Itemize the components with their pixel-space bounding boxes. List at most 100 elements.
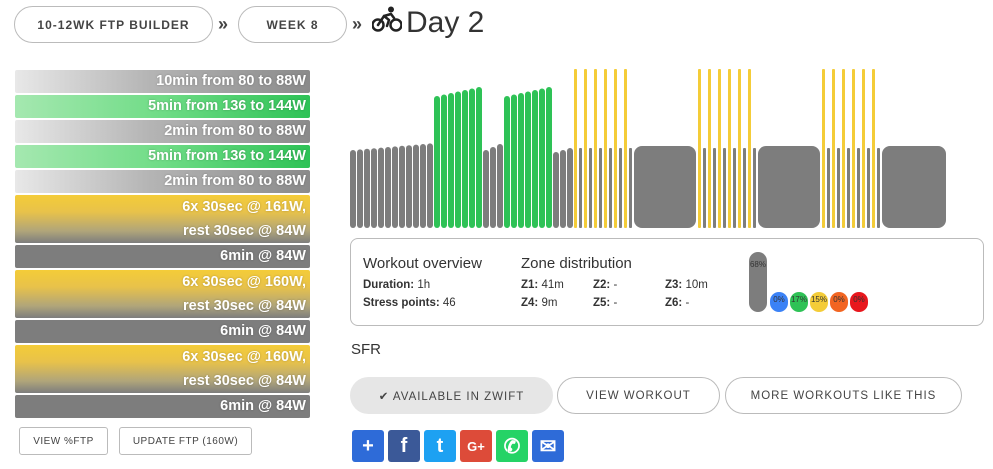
workout-interval-bar xyxy=(392,146,398,228)
google-plus-icon[interactable]: G+ xyxy=(460,430,492,462)
zone-bar-label: 68% xyxy=(750,260,766,269)
zone-z1-label: Z1: xyxy=(521,279,539,291)
workout-interval-bar xyxy=(350,150,356,228)
workout-interval-bar xyxy=(511,94,517,228)
workout-interval-bar xyxy=(738,69,741,228)
zone-bar xyxy=(850,292,868,312)
breadcrumb-plan[interactable]: 10-12WK FTP BUILDER xyxy=(14,6,213,43)
workout-step: 6x 30sec @ 161W, rest 30sec @ 84W xyxy=(15,195,310,243)
workout-interval-bar xyxy=(434,96,440,228)
zone-bar-label: 17% xyxy=(791,295,807,304)
workout-interval-bar xyxy=(708,69,711,228)
zone-bar xyxy=(770,292,788,312)
zone-z6: Z6: - xyxy=(665,297,689,309)
workout-interval-bar xyxy=(539,88,545,228)
addthis-icon[interactable]: + xyxy=(352,430,384,462)
workout-step: 6x 30sec @ 160W, rest 30sec @ 84W xyxy=(15,270,310,318)
workout-interval-bar xyxy=(378,147,384,228)
workout-interval-bar xyxy=(560,150,566,228)
zone-z3-label: Z3: xyxy=(665,279,683,291)
workout-interval-bar xyxy=(427,143,433,228)
more-workouts-button[interactable]: MORE WORKOUTS LIKE THIS xyxy=(725,377,962,414)
zone-bar xyxy=(830,292,848,312)
workout-interval-bar xyxy=(469,88,475,228)
workout-interval-bar xyxy=(553,152,559,228)
workout-interval-bar xyxy=(364,148,370,228)
workout-interval-bar xyxy=(832,69,835,228)
available-in-zwift-button[interactable]: ✔ AVAILABLE IN ZWIFT xyxy=(350,377,553,414)
workout-interval-bar xyxy=(743,148,746,228)
stress-row: Stress points: 46 xyxy=(363,297,456,309)
duration-label: Duration: xyxy=(363,279,415,291)
workout-interval-bar xyxy=(713,148,716,228)
duration-row: Duration: 1h xyxy=(363,279,430,291)
zone-distribution-heading: Zone distribution xyxy=(521,255,632,272)
workout-interval-bar xyxy=(406,145,412,228)
workout-name: SFR xyxy=(351,341,381,358)
workout-step: 2min from 80 to 88W xyxy=(15,170,310,193)
workout-interval-bar xyxy=(490,147,496,228)
workout-interval-bar xyxy=(867,148,870,228)
update-ftp-button[interactable]: UPDATE FTP (160W) xyxy=(119,427,252,455)
zone-z5: Z5: - xyxy=(593,297,617,309)
zone-z4-value: 9m xyxy=(541,297,558,309)
workout-step: 6min @ 84W xyxy=(15,395,310,418)
workout-interval-bar xyxy=(420,144,426,228)
workout-interval-bar xyxy=(609,148,612,228)
workout-step: 5min from 136 to 144W xyxy=(15,95,310,118)
workout-interval-bar xyxy=(852,69,855,228)
facebook-icon[interactable]: f xyxy=(388,430,420,462)
workout-step: 6x 30sec @ 160W, rest 30sec @ 84W xyxy=(15,345,310,393)
breadcrumb-separator: » xyxy=(352,14,363,34)
workout-interval-bar xyxy=(599,148,602,228)
workout-step-line: rest 30sec @ 84W xyxy=(183,298,306,314)
twitter-icon[interactable]: t xyxy=(424,430,456,462)
workout-interval-bar xyxy=(758,146,820,228)
workout-overview-heading: Workout overview xyxy=(363,255,482,272)
page-title: Day 2 xyxy=(371,6,484,40)
workout-interval-bar xyxy=(441,94,447,228)
zone-z5-label: Z5: xyxy=(593,297,611,309)
workout-interval-bar xyxy=(518,93,524,228)
workout-step: 2min from 80 to 88W xyxy=(15,120,310,143)
workout-interval-bar xyxy=(525,91,531,228)
zone-z3: Z3: 10m xyxy=(665,279,708,291)
workout-interval-bar xyxy=(614,69,617,228)
workout-interval-bar xyxy=(546,87,552,228)
zone-z4-label: Z4: xyxy=(521,297,539,309)
workout-interval-bar xyxy=(497,144,503,228)
workout-interval-bar xyxy=(462,90,468,228)
workout-overview-panel xyxy=(350,238,984,326)
stress-label: Stress points: xyxy=(363,297,440,309)
duration-value: 1h xyxy=(417,279,431,291)
zone-bar xyxy=(790,292,808,312)
view-workout-button[interactable]: VIEW WORKOUT xyxy=(557,377,720,414)
zone-bar-label: 0% xyxy=(773,295,785,304)
workout-step: 10min from 80 to 88W xyxy=(15,70,310,93)
workout-interval-bar xyxy=(567,148,573,228)
workout-interval-bar xyxy=(862,69,865,228)
workout-interval-bar xyxy=(399,145,405,228)
workout-step-line: 6x 30sec @ 160W, xyxy=(182,274,306,290)
zone-z6-value: - xyxy=(685,297,690,309)
workout-interval-bar xyxy=(837,148,840,228)
zone-bar-label: 15% xyxy=(811,295,827,304)
workout-interval-bar xyxy=(718,69,721,228)
zone-z2: Z2: - xyxy=(593,279,617,291)
email-icon[interactable]: ✉ xyxy=(532,430,564,462)
workout-step: 6min @ 84W xyxy=(15,320,310,343)
zone-z4: Z4: 9m xyxy=(521,297,557,309)
whatsapp-icon[interactable]: ✆ xyxy=(496,430,528,462)
workout-interval-bar xyxy=(872,69,875,228)
workout-interval-bar xyxy=(574,69,577,228)
workout-interval-bar xyxy=(698,69,701,228)
workout-interval-bar xyxy=(619,148,622,228)
workout-interval-bar xyxy=(748,69,751,228)
zone-bar-label: 0% xyxy=(853,295,865,304)
view-ftp-button[interactable]: VIEW %FTP xyxy=(19,427,108,455)
workout-interval-bar xyxy=(733,148,736,228)
zone-z6-label: Z6: xyxy=(665,297,683,309)
breadcrumb-week[interactable]: WEEK 8 xyxy=(238,6,347,43)
workout-interval-bar xyxy=(584,69,587,228)
workout-interval-bar xyxy=(594,69,597,228)
